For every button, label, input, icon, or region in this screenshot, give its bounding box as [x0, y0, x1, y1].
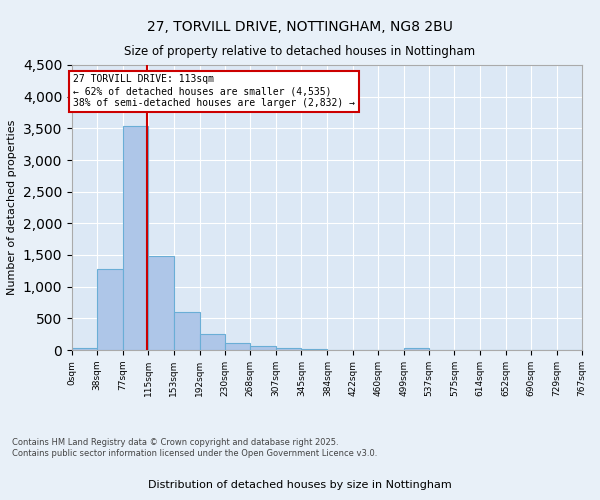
Bar: [250, 346, 276, 350]
Text: Contains HM Land Registry data © Crown copyright and database right 2025.
Contai: Contains HM Land Registry data © Crown c…: [12, 438, 377, 458]
Bar: [404, 348, 429, 350]
Bar: [200, 334, 225, 350]
Bar: [174, 312, 200, 350]
Bar: [225, 342, 250, 350]
Bar: [148, 256, 174, 350]
Bar: [123, 126, 148, 350]
Bar: [72, 348, 97, 350]
Text: Distribution of detached houses by size in Nottingham: Distribution of detached houses by size …: [148, 480, 452, 490]
Text: Size of property relative to detached houses in Nottingham: Size of property relative to detached ho…: [124, 45, 476, 58]
Text: 27 TORVILL DRIVE: 113sqm
← 62% of detached houses are smaller (4,535)
38% of sem: 27 TORVILL DRIVE: 113sqm ← 62% of detach…: [73, 74, 355, 108]
Bar: [276, 348, 301, 350]
Bar: [97, 269, 123, 350]
Bar: [301, 348, 328, 350]
Text: 27, TORVILL DRIVE, NOTTINGHAM, NG8 2BU: 27, TORVILL DRIVE, NOTTINGHAM, NG8 2BU: [147, 20, 453, 34]
Y-axis label: Number of detached properties: Number of detached properties: [7, 120, 17, 295]
